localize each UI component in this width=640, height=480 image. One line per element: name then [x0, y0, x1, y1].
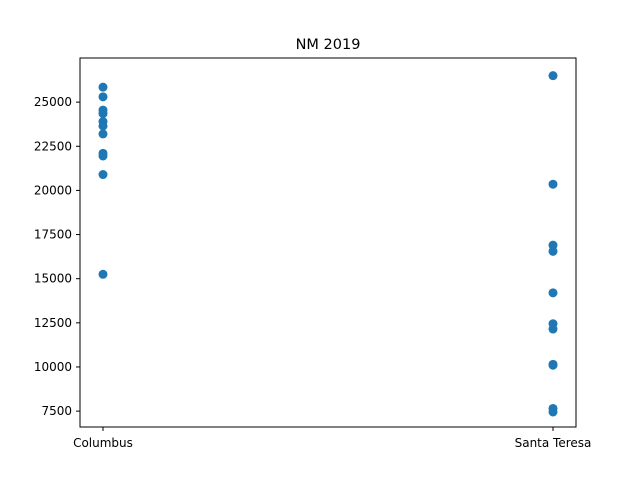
data-point	[98, 92, 108, 102]
data-point	[548, 179, 558, 189]
data-point	[98, 269, 108, 279]
y-axis: 7500 10000 12500 15000 17500 20000 22500 25000	[34, 95, 80, 418]
y-tick-label: 20000	[34, 183, 72, 197]
data-point	[548, 324, 558, 334]
plot-frame	[79, 57, 577, 428]
x-tick-label: Santa Teresa	[515, 436, 592, 450]
data-point	[548, 407, 558, 417]
y-tick-label: 25000	[34, 95, 72, 109]
chart-title: NM 2019	[296, 37, 361, 53]
data-point	[548, 360, 558, 370]
x-tick-label: Columbus	[73, 436, 133, 450]
y-tick-label: 7500	[41, 404, 72, 418]
data-point	[548, 288, 558, 298]
data-point	[98, 121, 108, 131]
data-point	[98, 82, 108, 92]
y-tick-label: 22500	[34, 139, 72, 153]
data-point	[98, 109, 108, 119]
data-point	[548, 71, 558, 81]
data-point	[98, 151, 108, 161]
y-tick-label: 12500	[34, 316, 72, 330]
y-tick-label: 17500	[34, 228, 72, 242]
data-point	[548, 246, 558, 256]
y-tick-label: 10000	[34, 360, 72, 374]
x-axis: Columbus Santa Teresa	[73, 427, 591, 450]
y-tick-label: 15000	[34, 272, 72, 286]
data-point	[98, 129, 108, 139]
data-point	[98, 170, 108, 180]
data-points	[98, 71, 558, 417]
data-point	[548, 240, 558, 250]
